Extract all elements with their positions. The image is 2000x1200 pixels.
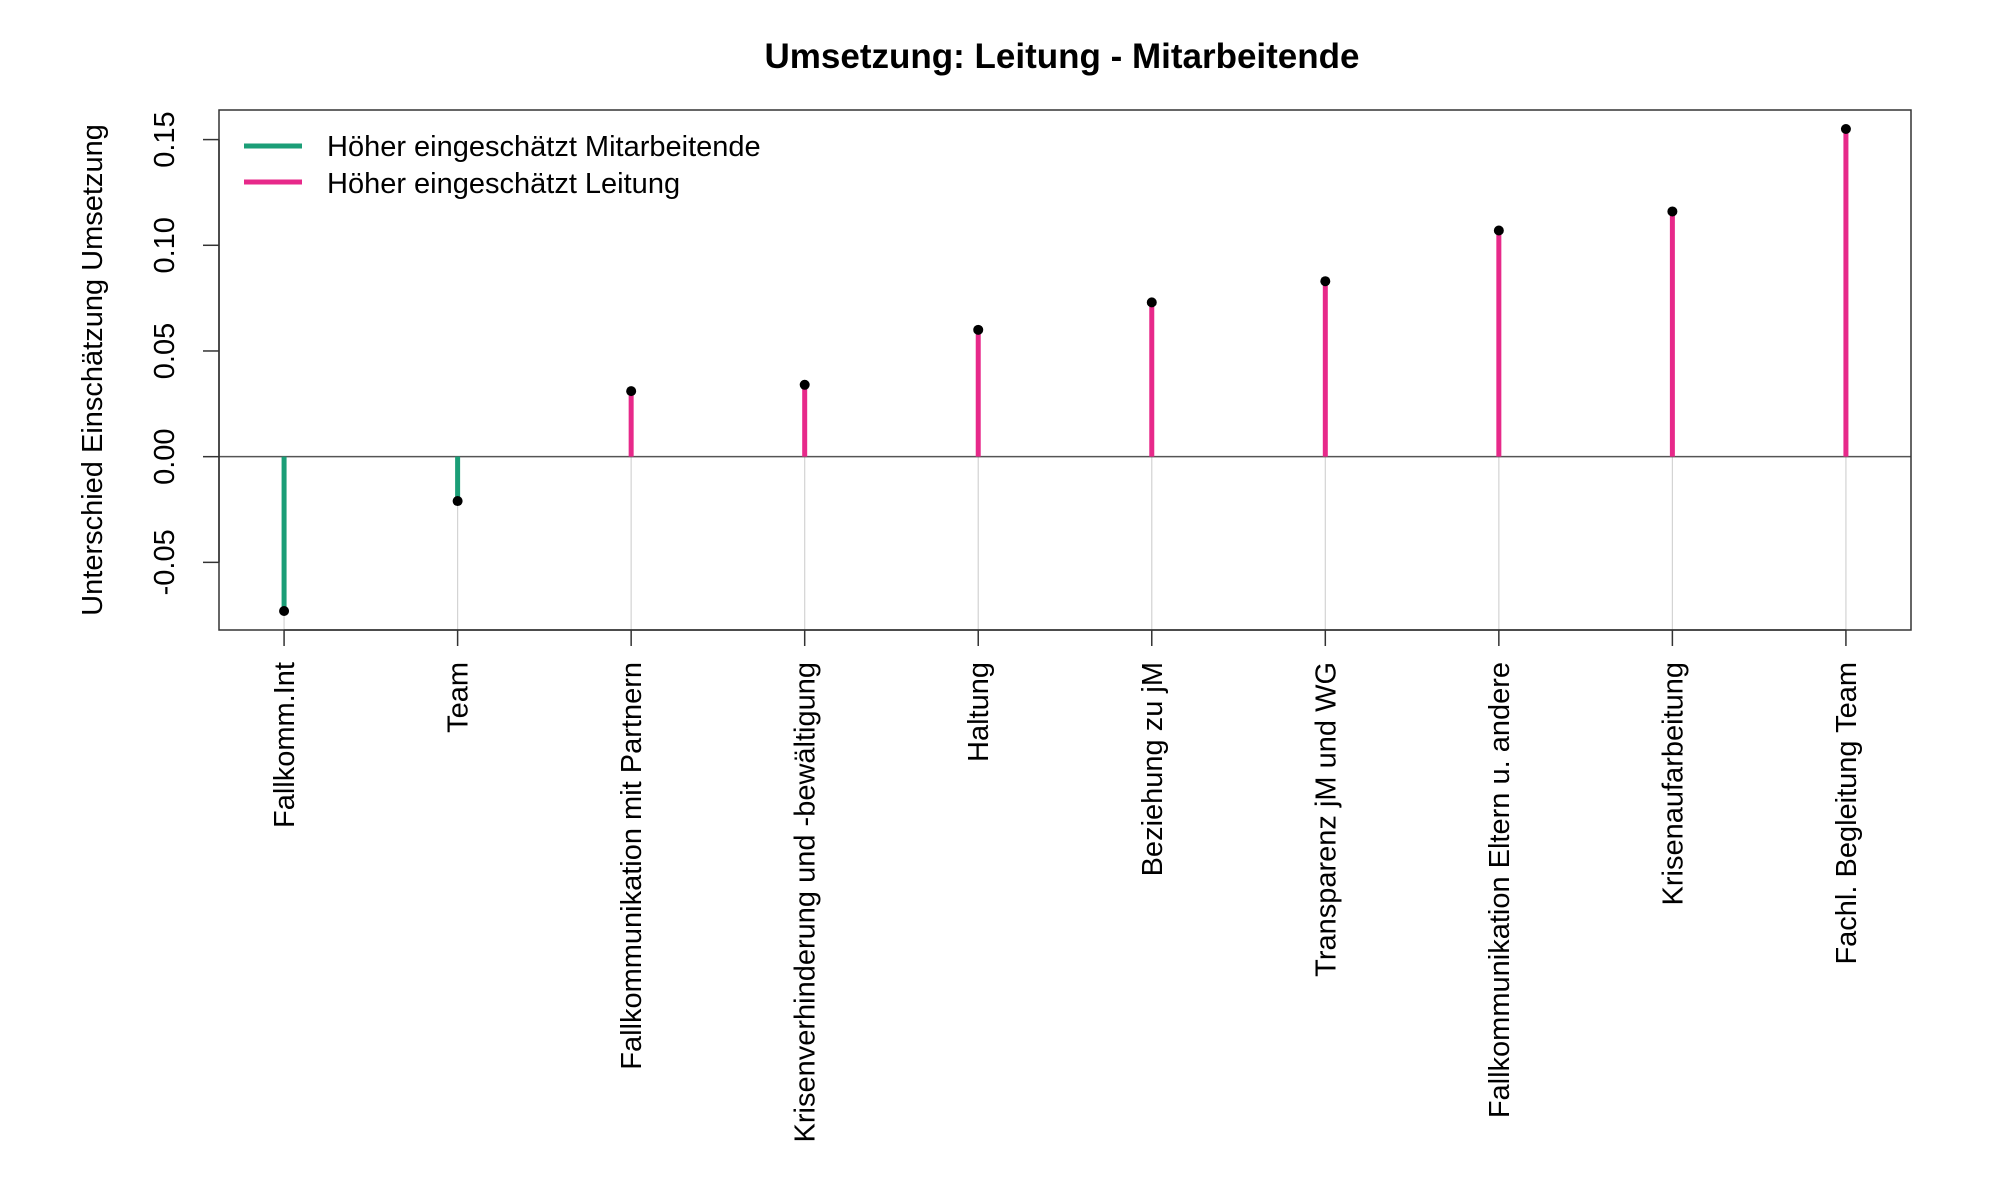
points-layer: [279, 124, 1851, 616]
x-axis: Fallkomm.Int Team Fallkommunikation mit Pa…: [269, 629, 1863, 1142]
y-axis: -0.05 0.00 0.05 0.10 0.15: [149, 111, 220, 595]
grid-layer: [283, 456, 1847, 630]
data-point: [1320, 276, 1331, 287]
x-tick-label: Fallkommunikation mit Partnern: [616, 662, 648, 1070]
chart-title: Umsetzung: Leitung - Mitarbeitende: [765, 37, 1360, 76]
x-tick-label: Transparenz jM und WG: [1310, 662, 1342, 977]
x-tick-label: Krisenaufarbeitung: [1657, 662, 1689, 905]
y-tick-label: -0.05: [149, 529, 181, 595]
y-tick-label: 0.00: [149, 428, 181, 484]
y-tick-label: 0.10: [149, 217, 181, 273]
x-tick-label: Fallkomm.Int: [269, 662, 301, 828]
legend-label-leitung: Höher eingeschätzt Leitung: [327, 168, 680, 200]
x-tick-label: Haltung: [963, 662, 995, 762]
data-point: [973, 324, 984, 335]
x-tick-label: Beziehung zu jM: [1137, 662, 1169, 876]
stems-layer: [281, 129, 1849, 611]
x-tick-label: Fallkommunikation Eltern u. andere: [1484, 662, 1516, 1118]
x-tick-label: Krisenverhinderung und -bewältigung: [790, 662, 822, 1142]
y-tick-label: 0.05: [149, 323, 181, 379]
data-point: [452, 496, 463, 507]
data-point: [1667, 206, 1678, 217]
legend: Höher eingeschätzt Mitarbeitende Höher e…: [244, 131, 761, 200]
data-point: [626, 386, 637, 397]
data-point: [799, 379, 810, 390]
data-point: [1493, 225, 1504, 236]
data-point: [1840, 124, 1851, 135]
legend-label-mitarbeitende: Höher eingeschätzt Mitarbeitende: [327, 131, 761, 163]
data-point: [279, 605, 290, 616]
data-point: [1146, 297, 1157, 308]
y-tick-label: 0.15: [149, 111, 181, 167]
x-tick-label: Fachl. Begleitung Team: [1831, 662, 1863, 965]
y-axis-label: Unterschied Einschätzung Umsetzung: [77, 124, 109, 616]
x-tick-label: Team: [443, 662, 475, 733]
